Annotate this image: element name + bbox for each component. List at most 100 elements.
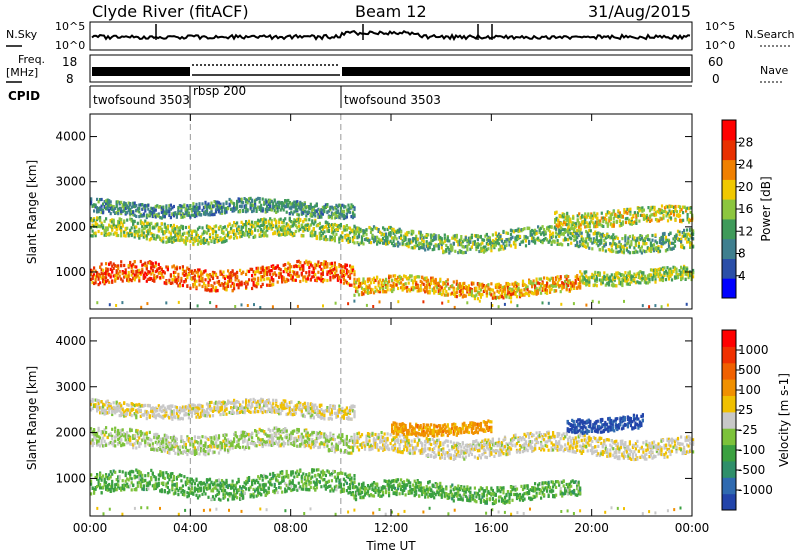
data-cell: [162, 232, 165, 236]
data-cell: [297, 274, 300, 278]
data-cell: [278, 233, 281, 237]
data-cell: [196, 242, 200, 246]
data-cell: [254, 221, 257, 225]
data-cell: [103, 219, 106, 223]
data-cell: [612, 220, 615, 224]
data-cell: [296, 272, 299, 276]
data-cell: [386, 239, 389, 243]
data-cell: [243, 204, 246, 208]
data-cell: [681, 276, 684, 280]
data-cell: [549, 239, 552, 243]
data-cell: [108, 303, 111, 307]
data-cell: [220, 282, 224, 286]
data-cell: [97, 209, 100, 213]
data-cell: [127, 206, 130, 210]
data-cell: [406, 277, 409, 281]
data-cell: [109, 267, 112, 271]
data-cell: [332, 232, 335, 236]
data-cell: [455, 282, 458, 286]
data-cell: [481, 282, 484, 286]
data-cell: [338, 226, 341, 230]
data-cell: [126, 226, 129, 230]
data-cell: [243, 232, 246, 236]
data-cell: [183, 269, 186, 273]
data-cell: [354, 231, 358, 236]
data-cell: [385, 240, 388, 244]
data-cell: [634, 249, 637, 253]
data-cell: [439, 277, 442, 281]
data-cell: [332, 226, 335, 230]
data-cell: [138, 206, 141, 210]
data-cell: [219, 204, 222, 209]
data-cell: [392, 288, 395, 292]
data-cell: [288, 228, 291, 232]
data-cell: [118, 469, 121, 473]
data-cell: [588, 221, 591, 225]
data-cell: [600, 238, 603, 243]
data-cell: [260, 274, 263, 279]
data-cell: [680, 272, 683, 276]
data-cell: [618, 245, 621, 249]
data-cell: [582, 244, 585, 248]
data-cell: [665, 214, 668, 218]
data-cell: [634, 273, 637, 278]
data-cell: [660, 238, 663, 242]
data-cell: [403, 234, 406, 238]
data-cell: [458, 238, 461, 242]
data-cell: [413, 246, 416, 250]
data-cell: [108, 473, 111, 477]
data-cell: [448, 247, 451, 252]
data-cell: [544, 230, 547, 234]
data-cell: [582, 280, 585, 284]
data-cell: [195, 214, 198, 218]
data-cell: [317, 212, 320, 216]
data-cell: [227, 224, 230, 228]
data-cell: [175, 215, 178, 219]
data-cell: [395, 230, 398, 235]
data-cell: [335, 203, 338, 207]
data-cell: [106, 232, 109, 236]
data-cell: [347, 203, 350, 207]
data-cell: [166, 265, 169, 269]
data-cell: [439, 291, 442, 295]
data-cell: [330, 261, 333, 265]
data-cell: [189, 206, 192, 210]
data-cell: [439, 284, 442, 289]
data-cell: [150, 272, 153, 276]
data-cell: [591, 241, 594, 245]
data-cell: [406, 285, 409, 290]
data-cell: [124, 203, 127, 207]
data-cell: [148, 222, 151, 226]
data-cell: [342, 269, 345, 273]
data-cell: [353, 293, 356, 297]
data-cell: [136, 209, 139, 213]
data-cell: [300, 206, 303, 210]
data-cell: [108, 273, 111, 277]
data-cell: [260, 206, 263, 210]
data-cell: [663, 206, 667, 210]
data-cell: [230, 276, 233, 281]
data-cell: [279, 272, 282, 276]
data-cell: [311, 229, 314, 233]
data-cell: [330, 227, 333, 231]
data-cell: [330, 235, 333, 240]
data-cell: [517, 227, 520, 231]
data-cell: [476, 242, 479, 246]
data-cell: [621, 273, 624, 277]
data-cell: [472, 282, 475, 286]
data-cell: [596, 220, 599, 224]
data-cell: [588, 229, 591, 233]
data-cell: [171, 281, 174, 285]
data-cell: [612, 210, 615, 214]
data-cell: [245, 221, 248, 225]
data-cell: [378, 300, 381, 304]
data-cell: [127, 232, 130, 236]
data-cell: [578, 212, 581, 216]
data-cell: [683, 205, 686, 209]
data-cell: [258, 200, 261, 204]
data-cell: [96, 225, 99, 229]
data-cell: [445, 248, 448, 252]
data-cell: [642, 249, 645, 253]
data-cell: [318, 213, 321, 217]
data-cell: [398, 227, 401, 231]
